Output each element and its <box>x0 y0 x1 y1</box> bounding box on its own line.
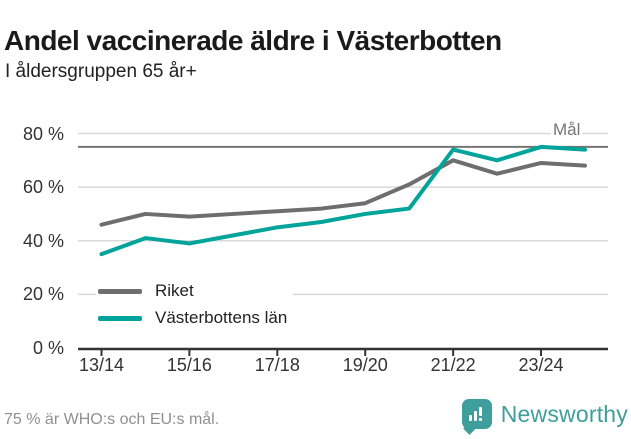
x-axis-label: 13/14 <box>78 355 125 375</box>
legend-item: Västerbottens län <box>98 306 287 330</box>
y-axis-label: 40 % <box>22 230 64 251</box>
x-axis-label: 15/16 <box>166 355 212 375</box>
chart-subtitle: I åldersgruppen 65 år+ <box>5 61 197 82</box>
x-axis-label: 23/24 <box>518 355 564 375</box>
footnote: 75 % är WHO:s och EU:s mål. <box>4 411 220 428</box>
x-axis-label: 17/18 <box>254 355 300 375</box>
y-axis-label: 0 % <box>32 338 64 358</box>
exclamation-dot-glyph <box>478 418 482 421</box>
bar-glyph <box>473 411 477 421</box>
legend-line-swatch <box>98 288 142 294</box>
newsworthy-wordmark: Newsworthy <box>500 400 628 427</box>
chart-title: Andel vaccinerade äldre i Västerbotten <box>4 24 502 56</box>
exclamation-bar-glyph <box>478 407 482 416</box>
newsworthy-logo-icon <box>461 399 492 435</box>
goal-line-label: Mål <box>551 120 583 139</box>
x-axis-label: 21/22 <box>430 355 476 375</box>
legend-item: Riket <box>98 279 287 303</box>
bar-glyph <box>468 415 472 421</box>
y-axis-label: 60 % <box>22 177 64 198</box>
newsworthy-brand: Newsworthy <box>461 399 628 435</box>
legend-line-swatch <box>98 315 142 321</box>
legend-label: Västerbottens län <box>155 308 288 327</box>
legend-label: Riket <box>155 281 194 300</box>
y-axis-label: 20 % <box>22 284 64 305</box>
series-line-riket <box>99 158 587 227</box>
chart-legend: Riket Västerbottens län <box>96 277 294 335</box>
y-axis-label: 80 % <box>22 123 64 144</box>
series-line-v-sterbottens-l-n <box>99 144 587 257</box>
x-axis-label: 19/20 <box>342 355 388 375</box>
